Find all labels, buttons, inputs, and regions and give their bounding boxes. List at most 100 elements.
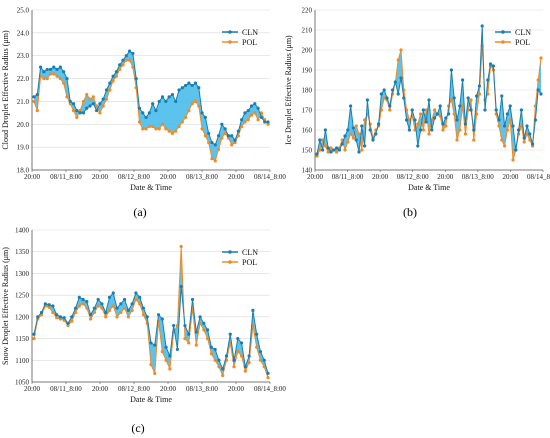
cln-point [187,332,191,336]
cln-point [416,144,420,148]
cln-point [111,74,115,78]
pol-point [167,129,171,133]
legend-marker-pol [228,40,232,44]
pol-point [157,127,161,131]
cln-point [141,111,145,115]
y-tick-label: 170 [302,107,313,115]
cln-point [156,313,161,317]
x-tick-label: 08/11_8:00 [50,173,82,181]
pol-point [193,99,198,104]
y-tick-label: 140 [302,167,313,175]
cln-point [354,138,358,142]
cln-point [122,297,127,302]
cln-point [81,297,85,302]
cln-point [130,302,134,306]
cln-point [424,120,428,124]
cln-point [511,124,515,128]
cln-point [119,302,123,306]
pol-point [104,97,109,101]
pol-point [354,124,358,128]
pol-point [243,369,247,373]
cln-point [58,315,63,319]
cln-point [177,88,181,92]
cln-point [184,83,188,88]
pol-point [91,95,95,99]
pol-point [259,111,264,115]
pol-point [360,148,364,152]
cln-point [66,321,70,325]
pol-point [318,148,322,152]
pol-point [121,63,125,67]
cln-point [175,347,180,352]
legend-label-cln: CLN [242,248,258,257]
cln-point [494,108,498,112]
pol-point [266,122,270,126]
pol-point [213,159,217,163]
x-tick-label: 20:00 [437,173,453,181]
cln-point [368,128,372,132]
pol-point [343,148,347,152]
cln-point [107,295,112,299]
cln-point [209,345,213,349]
pol-point [164,358,168,362]
y-axis-label: Ice Droplet Effective Radius (μm) [284,35,293,145]
cln-point [32,95,36,99]
pol-point [433,108,437,112]
pol-point [463,132,467,136]
cln-point [332,148,336,152]
pol-point [233,140,237,145]
cln-point [32,332,36,336]
y-axis-label: Cloud Droplet Effective Radius (μm) [1,30,10,150]
y-tick-label: 1200 [15,313,30,321]
cln-point [466,96,470,100]
cln-point [480,24,484,28]
cln-point [168,354,172,358]
x-tick-label: 20:00 [24,385,40,393]
panel-label: (b) [403,205,417,219]
pol-point [240,124,244,129]
cln-point [42,70,46,74]
pol-point [42,76,46,81]
pol-point [77,304,81,308]
cln-point [78,111,82,115]
pol-point [363,118,367,122]
cln-point [58,65,62,69]
pol-point [329,146,333,150]
cln-point [65,76,69,81]
pol-point [141,127,145,131]
cln-point [449,68,453,72]
cln-point [100,302,104,306]
cln-point [190,297,195,302]
pol-point [81,302,85,306]
x-tick-label: 08/14_8:00 [254,173,286,181]
cln-point [452,96,456,100]
pol-point [262,365,266,369]
pol-point [335,150,339,154]
cln-point [207,131,211,136]
x-tick-label: 20:00 [160,385,176,393]
x-tick-label: 20:00 [92,385,108,393]
legend-label-cln: CLN [242,28,258,37]
pol-point [107,308,112,312]
cln-point [519,108,524,112]
pol-point [130,308,134,312]
pol-point [32,99,36,104]
y-tick-label: 24.0 [17,29,30,37]
cln-point [213,143,217,147]
cln-point [318,138,322,142]
cln-point [343,134,347,138]
pol-point [124,58,128,62]
pol-point [85,92,89,97]
pol-point [326,150,330,154]
pol-point [253,111,257,115]
cln-point [170,92,175,97]
cln-point [137,106,142,110]
cln-point [180,86,184,90]
pol-point [154,127,158,131]
cln-point [477,84,481,88]
cln-point [433,116,437,120]
cln-point [216,134,221,138]
y-tick-label: 1400 [15,227,30,235]
pol-point [511,158,515,162]
